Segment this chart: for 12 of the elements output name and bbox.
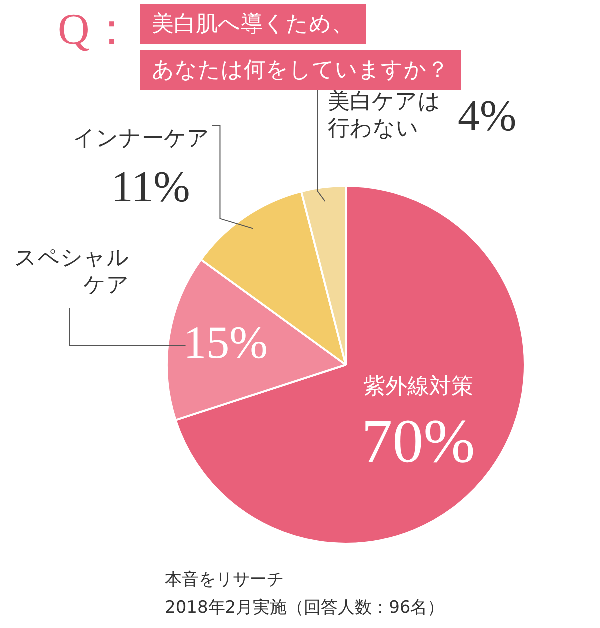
data-label: 11%	[111, 162, 190, 212]
slice-label: 紫外線対策	[363, 374, 474, 400]
slice-label: 美白ケアは行わない	[328, 90, 441, 142]
text: Q：	[58, 4, 134, 56]
data-label: 15%	[184, 317, 268, 368]
data-label: 4%	[458, 92, 517, 141]
text: 本音をリサーチ	[165, 569, 285, 592]
text: 2018年2月実施（回答人数：96名）	[165, 597, 445, 620]
slice-label: スペシャルケア	[14, 246, 130, 298]
data-label: 70%	[362, 408, 476, 476]
chart-title: 美白肌へ導くため、あなたは何をしていますか？	[151, 11, 450, 85]
slice-label: インナーケア	[73, 126, 210, 152]
